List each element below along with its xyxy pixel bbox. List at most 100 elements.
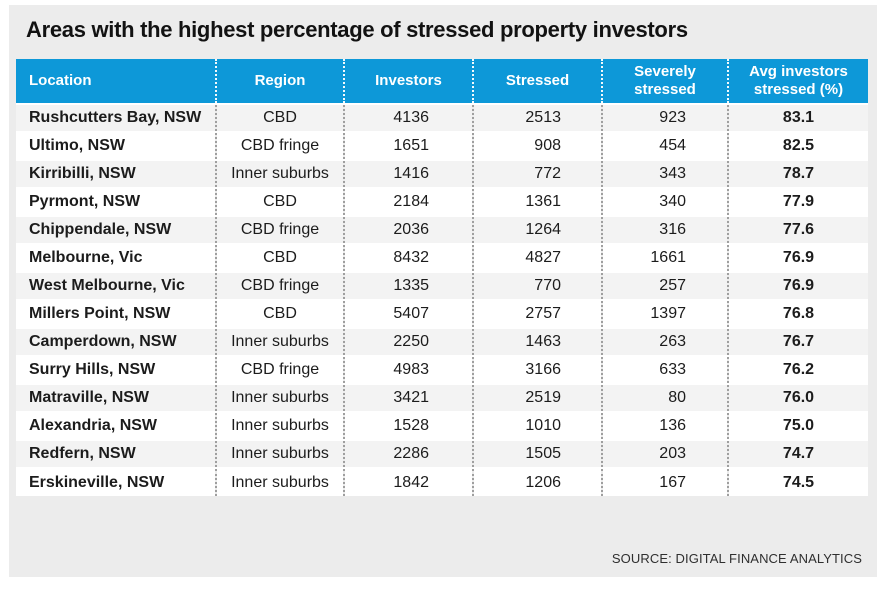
cell-stressed: 2513 [472, 103, 602, 132]
table-header: Location Region Investors Stressed Severely … [16, 59, 868, 104]
cell-severely-stressed: 203 [601, 439, 728, 468]
cell-severely-stressed: 1661 [601, 243, 728, 272]
table-row: Alexandria, NSW Inner suburbs 1528 1010 136 7… [16, 411, 868, 440]
cell-avg-investors-stressed: 74.5 [727, 467, 868, 496]
table-row: Melbourne, Vic CBD 8432 4827 1661 76.9 [16, 243, 868, 272]
cell-investors: 4983 [343, 355, 473, 384]
cell-severely-stressed: 316 [601, 215, 728, 244]
cell-location: West Melbourne, Vic [16, 271, 216, 300]
cell-region: Inner suburbs [215, 411, 344, 440]
cell-investors: 2286 [343, 439, 473, 468]
cell-stressed: 1505 [472, 439, 602, 468]
cell-stressed: 770 [472, 271, 602, 300]
column-header-location: Location [16, 59, 216, 104]
cell-stressed: 1463 [472, 327, 602, 356]
cell-severely-stressed: 257 [601, 271, 728, 300]
cell-investors: 2250 [343, 327, 473, 356]
cell-avg-investors-stressed: 77.6 [727, 215, 868, 244]
table-row: Pyrmont, NSW CBD 2184 1361 340 77.9 [16, 187, 868, 216]
cell-avg-investors-stressed: 78.7 [727, 159, 868, 188]
cell-investors: 1651 [343, 131, 473, 160]
table-row: Camperdown, NSW Inner suburbs 2250 1463 263 7… [16, 327, 868, 356]
column-header-investors: Investors [343, 59, 473, 104]
cell-severely-stressed: 923 [601, 103, 728, 132]
cell-severely-stressed: 263 [601, 327, 728, 356]
cell-avg-investors-stressed: 76.7 [727, 327, 868, 356]
cell-region: Inner suburbs [215, 439, 344, 468]
cell-region: CBD [215, 187, 344, 216]
cell-avg-investors-stressed: 76.2 [727, 355, 868, 384]
stressed-investors-table: Location Region Investors Stressed Severely … [16, 59, 868, 496]
column-header-avg-investors-stressed: Avg investors stressed (%) [727, 59, 868, 104]
cell-severely-stressed: 136 [601, 411, 728, 440]
source-credit: SOURCE: DIGITAL FINANCE ANALYTICS [611, 551, 862, 566]
cell-severely-stressed: 340 [601, 187, 728, 216]
cell-avg-investors-stressed: 83.1 [727, 103, 868, 132]
cell-investors: 1335 [343, 271, 473, 300]
cell-location: Chippendale, NSW [16, 215, 216, 244]
cell-severely-stressed: 343 [601, 159, 728, 188]
table-row: Ultimo, NSW CBD fringe 1651 908 454 82.5 [16, 131, 868, 160]
cell-region: CBD fringe [215, 271, 344, 300]
cell-region: Inner suburbs [215, 327, 344, 356]
cell-location: Ultimo, NSW [16, 131, 216, 160]
cell-severely-stressed: 633 [601, 355, 728, 384]
cell-region: Inner suburbs [215, 159, 344, 188]
cell-avg-investors-stressed: 77.9 [727, 187, 868, 216]
cell-severely-stressed: 1397 [601, 299, 728, 328]
cell-investors: 2184 [343, 187, 473, 216]
cell-stressed: 908 [472, 131, 602, 160]
cell-investors: 1842 [343, 467, 473, 496]
cell-location: Surry Hills, NSW [16, 355, 216, 384]
cell-investors: 3421 [343, 383, 473, 412]
cell-severely-stressed: 454 [601, 131, 728, 160]
cell-investors: 1416 [343, 159, 473, 188]
cell-location: Camperdown, NSW [16, 327, 216, 356]
cell-location: Rushcutters Bay, NSW [16, 103, 216, 132]
cell-avg-investors-stressed: 76.0 [727, 383, 868, 412]
cell-avg-investors-stressed: 76.9 [727, 243, 868, 272]
figure-card: Areas with the highest percentage of str… [9, 5, 877, 577]
cell-stressed: 4827 [472, 243, 602, 272]
cell-investors: 8432 [343, 243, 473, 272]
cell-stressed: 2757 [472, 299, 602, 328]
table-row: Chippendale, NSW CBD fringe 2036 1264 316 77.… [16, 215, 868, 244]
cell-avg-investors-stressed: 76.9 [727, 271, 868, 300]
cell-region: CBD [215, 299, 344, 328]
cell-region: CBD [215, 243, 344, 272]
column-header-region: Region [215, 59, 344, 104]
cell-investors: 1528 [343, 411, 473, 440]
header-row: Location Region Investors Stressed Severely … [16, 59, 868, 104]
cell-region: CBD fringe [215, 215, 344, 244]
table-row: Kirribilli, NSW Inner suburbs 1416 772 343 78… [16, 159, 868, 188]
cell-stressed: 1361 [472, 187, 602, 216]
cell-location: Alexandria, NSW [16, 411, 216, 440]
cell-investors: 4136 [343, 103, 473, 132]
cell-investors: 5407 [343, 299, 473, 328]
cell-stressed: 3166 [472, 355, 602, 384]
cell-stressed: 2519 [472, 383, 602, 412]
cell-location: Matraville, NSW [16, 383, 216, 412]
table-row: Erskineville, NSW Inner suburbs 1842 1206 16… [16, 467, 868, 496]
cell-avg-investors-stressed: 82.5 [727, 131, 868, 160]
cell-severely-stressed: 80 [601, 383, 728, 412]
table-row: Rushcutters Bay, NSW CBD 4136 2513 923 83.1 [16, 103, 868, 132]
cell-location: Pyrmont, NSW [16, 187, 216, 216]
table-body: Rushcutters Bay, NSW CBD 4136 2513 923 83.1 Ul… [16, 103, 868, 496]
table-row: Matraville, NSW Inner suburbs 3421 2519 80 76… [16, 383, 868, 412]
cell-region: CBD fringe [215, 131, 344, 160]
cell-avg-investors-stressed: 76.8 [727, 299, 868, 328]
cell-region: Inner suburbs [215, 383, 344, 412]
column-header-stressed: Stressed [472, 59, 602, 104]
table-row: Redfern, NSW Inner suburbs 2286 1505 203 74.7 [16, 439, 868, 468]
cell-severely-stressed: 167 [601, 467, 728, 496]
cell-stressed: 1010 [472, 411, 602, 440]
cell-avg-investors-stressed: 75.0 [727, 411, 868, 440]
cell-investors: 2036 [343, 215, 473, 244]
cell-stressed: 1264 [472, 215, 602, 244]
cell-location: Erskineville, NSW [16, 467, 216, 496]
cell-location: Redfern, NSW [16, 439, 216, 468]
cell-stressed: 772 [472, 159, 602, 188]
cell-stressed: 1206 [472, 467, 602, 496]
table-row: Millers Point, NSW CBD 5407 2757 1397 76.8 [16, 299, 868, 328]
